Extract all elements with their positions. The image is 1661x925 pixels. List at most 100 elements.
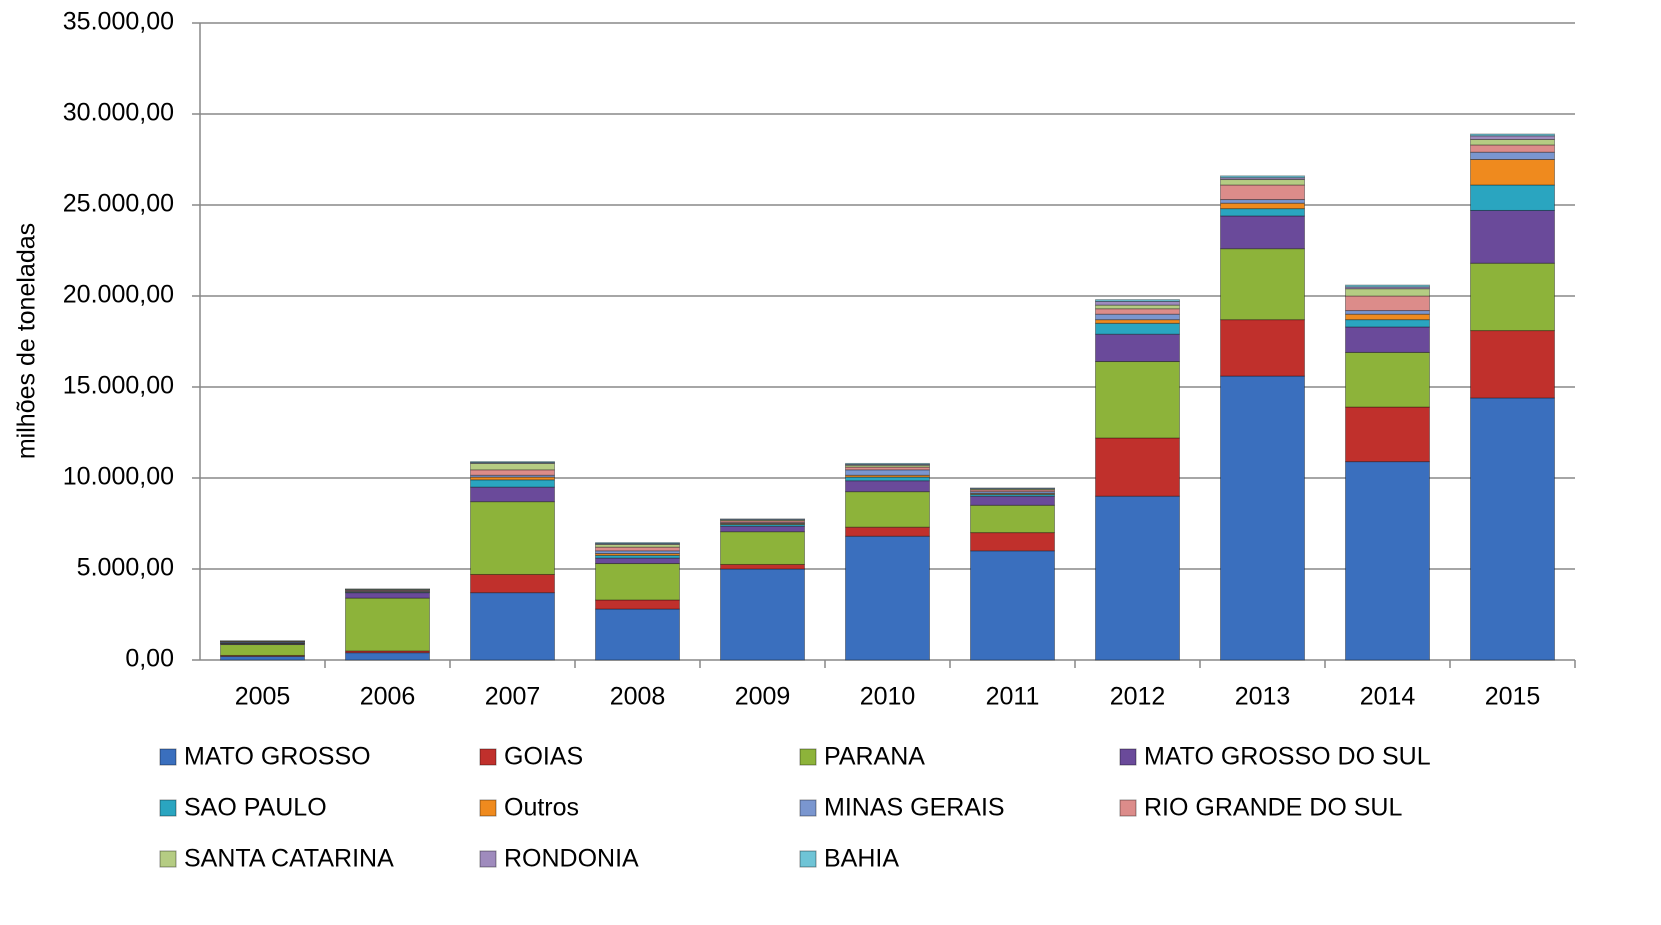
bar-segment <box>970 532 1055 552</box>
bar-segment <box>220 644 305 656</box>
bar-segment <box>845 476 930 482</box>
legend-swatch <box>1119 748 1137 766</box>
y-tick-label: 5.000,00 <box>77 554 174 582</box>
legend-swatch <box>479 748 497 766</box>
bar-segment <box>970 495 1055 506</box>
bar-segment <box>845 535 930 661</box>
bar-segment <box>845 462 930 465</box>
bar-segment <box>1220 179 1305 186</box>
legend-label: GOIAS <box>504 743 583 771</box>
bar-segment <box>1470 144 1555 153</box>
y-tick-label: 20.000,00 <box>63 281 174 309</box>
bar-segment <box>720 531 805 565</box>
bar-segment <box>720 568 805 661</box>
x-tick-label: 2014 <box>1360 683 1416 711</box>
bar-segment <box>720 520 805 524</box>
bar-segment <box>1470 133 1555 137</box>
legend-swatch <box>479 850 497 868</box>
bar-segment <box>470 462 555 471</box>
bar-segment <box>470 486 555 503</box>
legend-swatch <box>799 799 817 817</box>
bar-segment <box>845 469 930 476</box>
bar-segment <box>470 592 555 661</box>
bar-segment <box>345 592 430 599</box>
bar-segment <box>1220 184 1305 201</box>
bar-segment <box>1345 313 1430 321</box>
bar-segment <box>1095 437 1180 497</box>
bar-segment <box>1470 184 1555 211</box>
bar-segment <box>1470 138 1555 146</box>
legend-swatch <box>1119 799 1137 817</box>
x-tick-label: 2009 <box>735 683 791 711</box>
legend-swatch <box>479 799 497 817</box>
x-tick-label: 2007 <box>485 683 541 711</box>
bar-segment <box>1095 322 1180 335</box>
bar-segment <box>595 563 680 601</box>
y-axis-label: milhões de toneladas <box>13 223 41 459</box>
bar-segment <box>1220 319 1305 377</box>
legend-label: MATO GROSSO DO SUL <box>1144 743 1431 771</box>
bar-segment <box>970 488 1055 491</box>
bar-segment <box>595 553 680 556</box>
bar-segment <box>1220 199 1305 204</box>
legend-label: BAHIA <box>824 845 899 873</box>
bar-segment <box>1095 319 1180 324</box>
bar-segment <box>720 525 805 533</box>
bar-segment <box>595 546 680 552</box>
bar-segment <box>1345 351 1430 408</box>
bar-segment <box>970 504 1055 534</box>
x-tick-label: 2015 <box>1485 683 1541 711</box>
bar-segment <box>1220 175 1305 179</box>
bar-segment <box>1345 284 1430 288</box>
bar-segment <box>595 542 680 545</box>
y-tick-label: 10.000,00 <box>63 463 174 491</box>
bar-segment <box>1220 208 1305 217</box>
bar-segment <box>1220 375 1305 661</box>
bar-segment <box>1470 262 1555 332</box>
legend-label: RONDONIA <box>504 845 639 873</box>
legend-label: Outros <box>504 794 579 822</box>
bar-segment <box>1470 135 1555 140</box>
bar-segment <box>1470 330 1555 399</box>
legend-swatch <box>159 850 177 868</box>
bar-segment <box>1345 406 1430 463</box>
bar-segment <box>595 599 680 610</box>
x-tick-label: 2013 <box>1235 683 1291 711</box>
bar-segment <box>470 479 555 488</box>
bar-segment <box>1470 209 1555 264</box>
bar-segment <box>595 557 680 565</box>
legend-swatch <box>799 850 817 868</box>
bar-segment <box>1095 304 1180 310</box>
x-tick-label: 2010 <box>860 683 916 711</box>
bar-segment <box>720 563 805 570</box>
bar-segment <box>1095 308 1180 315</box>
bar-segment <box>845 480 930 493</box>
x-tick-label: 2011 <box>986 683 1040 711</box>
bar-segment <box>1220 202 1305 210</box>
bar-segment <box>1345 326 1430 353</box>
bar-segment <box>1095 495 1180 661</box>
bar-segment <box>1470 397 1555 661</box>
bar-segment <box>1095 361 1180 439</box>
bar-segment <box>470 573 555 594</box>
bar-segment <box>1095 333 1180 363</box>
bar-segment <box>345 652 430 661</box>
bar-segment <box>595 543 680 545</box>
bar-segment <box>470 501 555 575</box>
bar-segment <box>1220 215 1305 250</box>
x-tick-label: 2012 <box>1110 683 1166 711</box>
bar-segment <box>970 550 1055 661</box>
bar-segment <box>470 461 555 464</box>
legend-swatch <box>159 748 177 766</box>
bar-segment <box>1345 288 1430 297</box>
legend-swatch <box>159 799 177 817</box>
bar-segment <box>1345 461 1430 661</box>
bar-segment <box>220 655 305 661</box>
y-tick-label: 0,00 <box>125 645 174 673</box>
y-tick-label: 15.000,00 <box>63 372 174 400</box>
y-tick-label: 30.000,00 <box>63 99 174 127</box>
bar-segment <box>1095 313 1180 321</box>
bar-segment <box>470 469 555 476</box>
bar-segment <box>1345 310 1430 315</box>
